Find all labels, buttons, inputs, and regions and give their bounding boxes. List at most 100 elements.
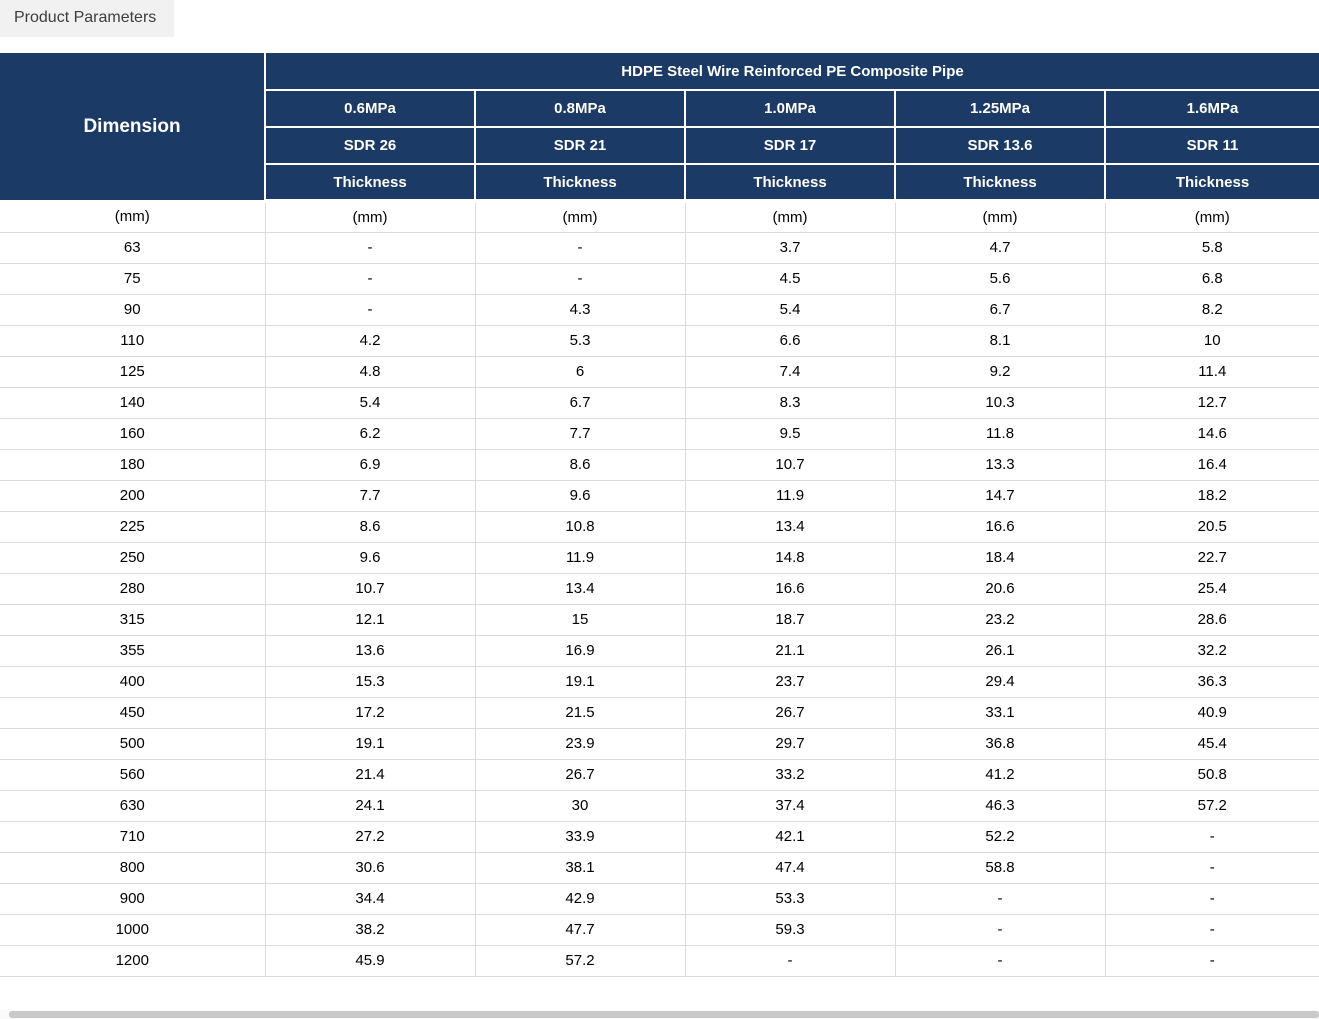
- thickness-cell: 12.7: [1104, 386, 1319, 419]
- thickness-cell: 12.1: [264, 603, 476, 636]
- thickness-cell: 4.5: [684, 262, 896, 295]
- thickness-cell: 50.8: [1104, 758, 1319, 791]
- dimension-cell: 140: [0, 386, 266, 419]
- thickness-cell: 34.4: [264, 882, 476, 915]
- pressure-header: 1.0MPa: [684, 89, 896, 128]
- thickness-cell: -: [474, 262, 686, 295]
- thickness-cell: -: [894, 882, 1106, 915]
- table-row: 225 8.6 10.8 13.4 16.6 20.5: [0, 510, 1319, 543]
- thickness-cell: 23.9: [474, 727, 686, 760]
- thickness-cell: 16.6: [894, 510, 1106, 543]
- pressure-header-row: 0.6MPa 0.8MPa 1.0MPa 1.25MPa 1.6MPa: [0, 89, 1319, 128]
- thickness-cell: 4.8: [264, 355, 476, 388]
- sdr-header: SDR 26: [264, 126, 476, 165]
- table-row: 1200 45.9 57.2- - -: [0, 944, 1319, 977]
- table-row: 710 27.2 33.9 42.1 52.2-: [0, 820, 1319, 853]
- thickness-header-row: Thickness Thickness Thickness Thickness …: [0, 163, 1319, 203]
- table-row: 90-4.3 5.4 6.7 8.2: [0, 293, 1319, 326]
- thickness-cell: 59.3: [684, 913, 896, 946]
- thickness-cell: 32.2: [1104, 634, 1319, 667]
- thickness-cell: 7.7: [264, 479, 476, 512]
- sdr-header: SDR 11: [1103, 126, 1319, 165]
- thickness-header: Thickness: [894, 163, 1106, 203]
- product-parameters-tab[interactable]: Product Parameters: [0, 0, 175, 37]
- thickness-cell: 8.6: [474, 448, 686, 481]
- thickness-cell: 4.7: [894, 231, 1106, 264]
- thickness-cell: 45.4: [1104, 727, 1319, 760]
- thickness-cell: 33.9: [474, 820, 686, 853]
- horizontal-scrollbar[interactable]: [0, 1010, 1319, 1019]
- dimension-cell: 1200: [0, 944, 266, 977]
- thickness-cell: 47.7: [474, 913, 686, 946]
- thickness-cell: 21.1: [684, 634, 896, 667]
- unit-cell: (mm): [1104, 201, 1319, 233]
- dimension-cell: 75: [0, 262, 266, 295]
- thickness-cell: 10.7: [264, 572, 476, 605]
- thickness-cell: 6: [474, 355, 686, 388]
- thickness-cell: 38.1: [474, 851, 686, 884]
- thickness-cell: 52.2: [894, 820, 1106, 853]
- sdr-header: SDR 17: [684, 126, 896, 165]
- thickness-cell: 53.3: [684, 882, 896, 915]
- thickness-cell: 5.3: [474, 324, 686, 357]
- thickness-cell: 16.9: [474, 634, 686, 667]
- thickness-cell: 5.8: [1104, 231, 1319, 264]
- table-row: 560 21.4 26.7 33.2 41.2 50.8: [0, 758, 1319, 791]
- dimension-cell: 225: [0, 510, 266, 543]
- thickness-cell: 7.4: [684, 355, 896, 388]
- thickness-cell: 9.6: [264, 541, 476, 574]
- thickness-cell: 3.7: [684, 231, 896, 264]
- thickness-cell: 5.6: [894, 262, 1106, 295]
- pressure-header: 1.25MPa: [894, 89, 1106, 128]
- dimension-cell: 450: [0, 696, 266, 729]
- table-row: 180 6.9 8.6 10.7 13.3 16.4: [0, 448, 1319, 481]
- table-row: 280 10.7 13.4 16.6 20.6 25.4: [0, 572, 1319, 605]
- thickness-cell: 21.5: [474, 696, 686, 729]
- thickness-cell: 9.5: [684, 417, 896, 450]
- unit-row: (mm) (mm) (mm) (mm) (mm) (mm): [0, 201, 1319, 233]
- thickness-cell: 10: [1104, 324, 1319, 357]
- thickness-cell: 11.9: [474, 541, 686, 574]
- table-row: 160 6.2 7.7 9.5 11.8 14.6: [0, 417, 1319, 450]
- thickness-cell: 20.5: [1104, 510, 1319, 543]
- dimension-cell: 500: [0, 727, 266, 760]
- unit-cell: (mm): [474, 201, 686, 233]
- thickness-cell: 38.2: [264, 913, 476, 946]
- thickness-cell: 6.7: [894, 293, 1106, 326]
- thickness-cell: 45.9: [264, 944, 476, 977]
- dimension-cell: 630: [0, 789, 266, 822]
- table-row: 450 17.2 21.5 26.7 33.1 40.9: [0, 696, 1319, 729]
- pressure-header: 0.8MPa: [474, 89, 686, 128]
- thickness-cell: 33.1: [894, 696, 1106, 729]
- thickness-cell: -: [684, 944, 896, 977]
- dimension-cell: 560: [0, 758, 266, 791]
- thickness-cell: 41.2: [894, 758, 1106, 791]
- thickness-cell: -: [1104, 820, 1319, 853]
- table-row: 315 12.1 15 18.7 23.2 28.6: [0, 603, 1319, 636]
- product-parameters-table: Dimension HDPE Steel Wire Reinforced PE …: [0, 53, 1319, 977]
- sdr-header: SDR 21: [474, 126, 686, 165]
- dimension-cell: 160: [0, 417, 266, 450]
- thickness-cell: -: [894, 944, 1106, 977]
- thickness-cell: 36.3: [1104, 665, 1319, 698]
- thickness-cell: 47.4: [684, 851, 896, 884]
- dimension-cell: 63: [0, 231, 266, 264]
- thickness-header: Thickness: [1103, 163, 1319, 203]
- thickness-cell: 10.8: [474, 510, 686, 543]
- table-row: 630 24.1 30 37.4 46.3 57.2: [0, 789, 1319, 822]
- table-row: 900 34.4 42.9 53.3- -: [0, 882, 1319, 915]
- thickness-cell: 16.4: [1104, 448, 1319, 481]
- scrollbar-thumb[interactable]: [9, 1011, 1319, 1018]
- thickness-cell: 33.2: [684, 758, 896, 791]
- thickness-cell: 9.2: [894, 355, 1106, 388]
- thickness-cell: 8.2: [1104, 293, 1319, 326]
- thickness-cell: 6.6: [684, 324, 896, 357]
- thickness-cell: 10.3: [894, 386, 1106, 419]
- thickness-cell: 6.7: [474, 386, 686, 419]
- thickness-header: Thickness: [474, 163, 686, 203]
- thickness-cell: 19.1: [264, 727, 476, 760]
- thickness-cell: -: [264, 231, 476, 264]
- table-row: 355 13.6 16.9 21.1 26.1 32.2: [0, 634, 1319, 667]
- thickness-cell: 23.2: [894, 603, 1106, 636]
- thickness-cell: 11.4: [1104, 355, 1319, 388]
